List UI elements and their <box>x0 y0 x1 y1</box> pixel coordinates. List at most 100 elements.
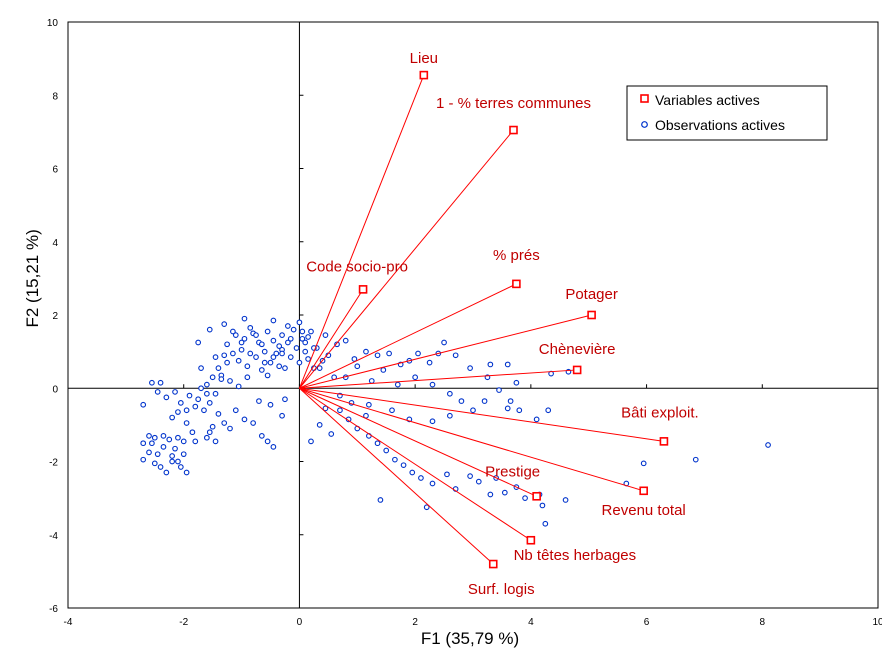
observation-point <box>380 367 387 373</box>
observation-point <box>392 456 398 463</box>
variables-layer: Lieu 1 - % terres communes Code socio-pro%… <box>298 50 699 598</box>
observation-point <box>227 378 233 384</box>
observation-point <box>542 520 549 527</box>
x-tick-label: 6 <box>644 617 650 628</box>
observation-point <box>261 348 268 355</box>
observation-point <box>224 341 230 348</box>
observation-point <box>212 438 219 445</box>
observation-point <box>201 407 207 414</box>
observation-point <box>308 438 314 445</box>
observation-point <box>146 449 152 456</box>
observation-point <box>293 345 300 351</box>
observation-point <box>177 400 184 406</box>
observation-point <box>204 390 210 397</box>
legend-variables-label: Variables actives <box>655 92 760 108</box>
y-tick-label: -4 <box>49 531 58 542</box>
y-tick-label: -6 <box>49 604 58 615</box>
observation-point <box>169 453 175 459</box>
observation-point <box>368 378 375 384</box>
observation-point <box>305 356 311 362</box>
observation-point <box>247 350 254 357</box>
observation-point <box>235 357 242 364</box>
observation-point <box>501 489 508 496</box>
legend-box <box>626 85 828 141</box>
observation-point <box>206 400 213 406</box>
observation-point <box>441 339 447 346</box>
observation-point <box>163 469 170 476</box>
observation-point <box>765 442 771 448</box>
variable-label: Lieu <box>410 50 438 67</box>
observation-point <box>267 359 274 366</box>
variable-marker <box>509 125 518 135</box>
observation-point <box>562 497 569 503</box>
variable-label: Chènevière <box>539 341 616 358</box>
observation-point <box>183 420 190 426</box>
observation-point <box>253 332 259 338</box>
observation-point <box>221 352 228 359</box>
observation-point <box>374 440 381 447</box>
observation-point <box>149 440 155 447</box>
observation-point <box>166 436 173 443</box>
observation-point <box>507 398 514 404</box>
observation-point <box>267 401 274 408</box>
variable-label: % prés <box>493 247 540 264</box>
observation-point <box>458 398 465 404</box>
observation-point <box>169 458 175 465</box>
y-tick-label: 2 <box>52 311 58 322</box>
observation-point <box>452 352 459 359</box>
observation-point <box>195 339 202 346</box>
observation-point <box>264 372 271 379</box>
observation-point <box>140 440 147 447</box>
observation-point <box>169 414 175 421</box>
observation-point <box>447 390 453 397</box>
observation-point <box>429 381 436 388</box>
observation-point <box>299 328 306 335</box>
observation-point <box>192 403 199 410</box>
observation-point <box>276 343 283 349</box>
observation-point <box>282 396 288 403</box>
observation-point <box>244 363 251 370</box>
observation-point <box>287 354 294 360</box>
observation-point <box>334 341 340 348</box>
observation-point <box>206 429 213 436</box>
observation-point <box>426 359 433 366</box>
observation-point <box>496 387 502 393</box>
variable-marker <box>639 486 648 496</box>
observation-point <box>692 456 699 463</box>
variable-label: 1 - % terres communes <box>436 95 591 112</box>
variable-ray <box>299 129 514 389</box>
observation-point <box>322 405 329 412</box>
observation-point <box>447 412 453 419</box>
observation-point <box>351 356 358 362</box>
observation-point <box>302 339 309 346</box>
observation-point <box>230 350 236 357</box>
observation-point <box>516 407 523 414</box>
variable-marker <box>488 559 498 569</box>
x-tick-label: -2 <box>179 617 188 628</box>
variable-ray <box>299 283 517 389</box>
variable-ray <box>299 387 532 541</box>
observation-point <box>253 354 259 360</box>
observation-point <box>279 412 285 419</box>
observation-point <box>140 401 147 408</box>
ticks-layer: -4 -2 0 2 4 6 8 10 -6 -4 -2 0 2 4 6 8 10 <box>47 18 882 628</box>
observation-point <box>270 444 277 450</box>
observation-point <box>273 350 280 357</box>
variable-label: Nb têtes herbages <box>514 547 637 564</box>
observation-point <box>204 381 210 388</box>
observation-point <box>386 350 392 357</box>
observation-point <box>241 416 248 423</box>
observation-point <box>299 335 306 342</box>
observation-point <box>412 374 418 381</box>
observation-point <box>232 332 239 338</box>
observation-point <box>241 335 248 342</box>
observation-point <box>640 460 647 467</box>
observation-point <box>389 407 395 414</box>
observation-point <box>238 339 245 346</box>
observation-point <box>175 458 181 465</box>
observation-point <box>400 462 407 469</box>
observation-point <box>366 401 372 408</box>
variable-label: Revenu total <box>602 502 686 519</box>
legend-observations-marker <box>641 121 648 128</box>
